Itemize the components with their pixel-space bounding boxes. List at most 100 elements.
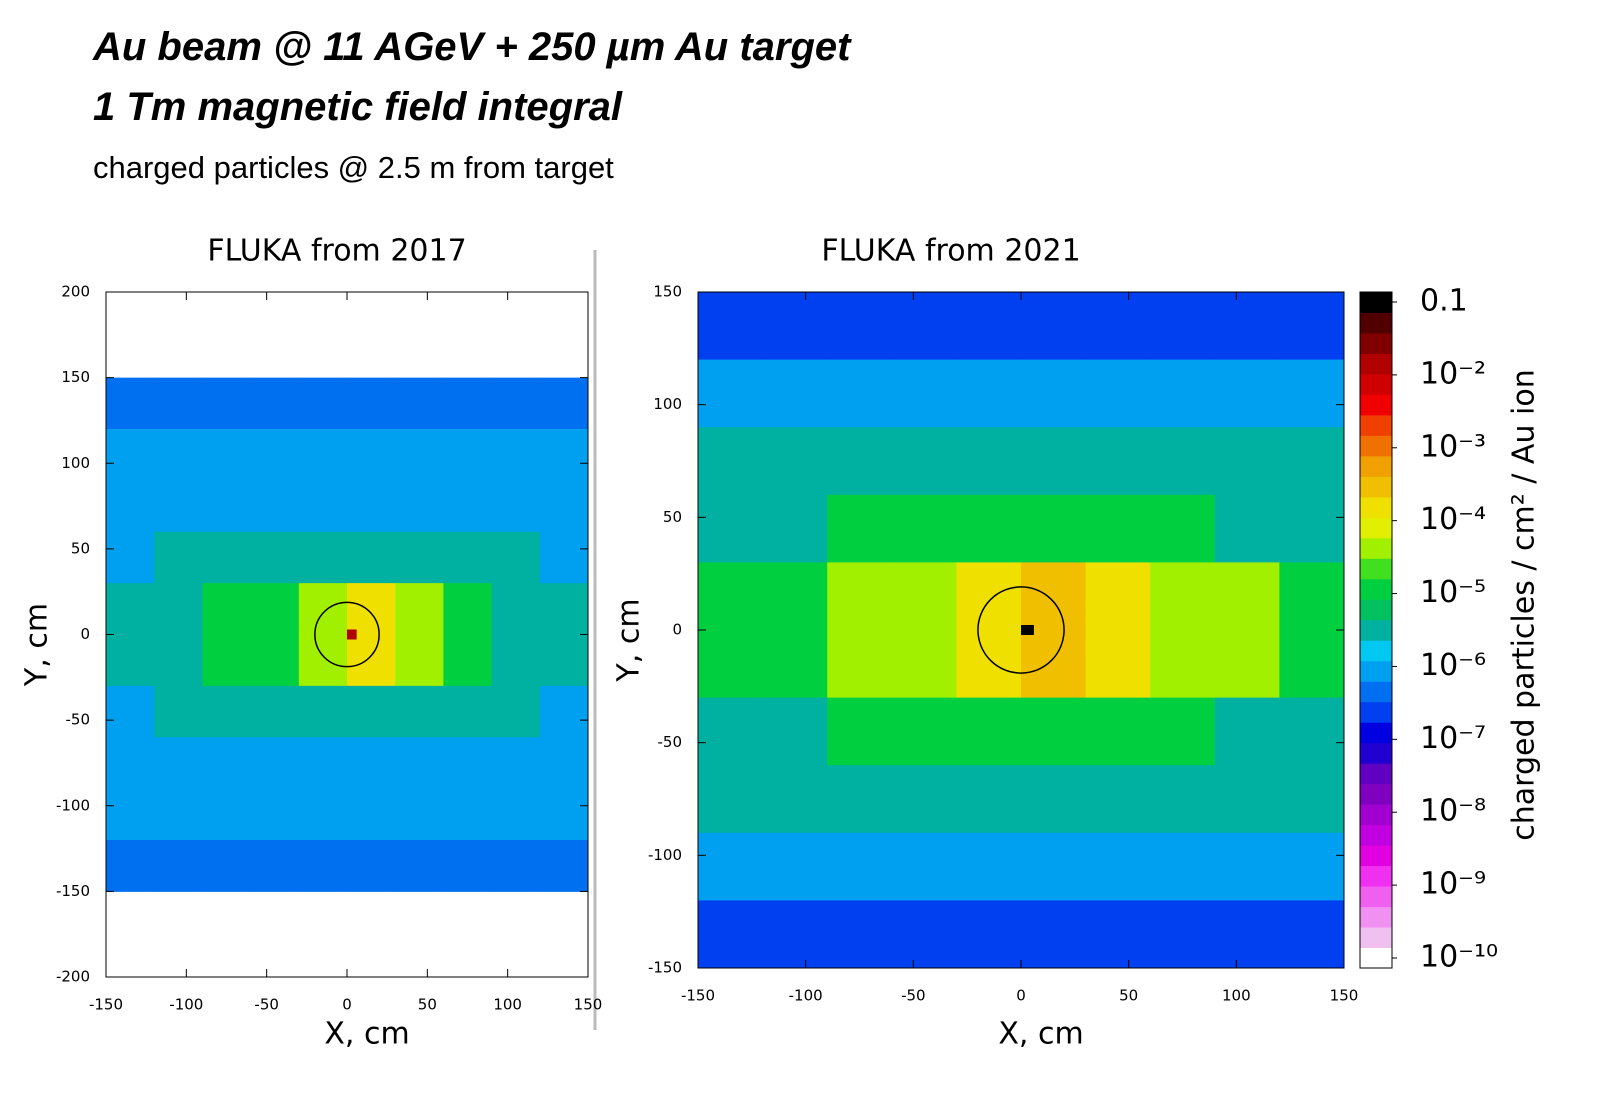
- y-tick-label: -150: [56, 882, 90, 900]
- heat-cell: [762, 562, 828, 631]
- heat-cell: [395, 531, 444, 584]
- heat-cell: [202, 634, 252, 687]
- heat-cell: [827, 292, 893, 361]
- colorbar-step: [1360, 783, 1392, 805]
- heat-cell: [1085, 630, 1151, 699]
- colorbar-step: [1360, 373, 1392, 395]
- heat-cell: [539, 480, 589, 533]
- heat-cell: [298, 377, 348, 430]
- heat-cell: [250, 429, 300, 481]
- heat-cell: [443, 377, 493, 430]
- heat-cell: [827, 630, 893, 699]
- heat-cell: [154, 634, 203, 687]
- heat-cell: [347, 583, 396, 635]
- heat-cell: [298, 840, 348, 892]
- heat-cell: [1085, 900, 1151, 969]
- heat-cell: [154, 737, 203, 790]
- heat-cell: [891, 427, 957, 496]
- colorbar-step: [1360, 312, 1392, 334]
- heat-cell: [827, 562, 893, 631]
- heat-cell: [250, 480, 300, 533]
- x-tick-label: 50: [418, 996, 437, 1014]
- y-tick-label: -150: [648, 959, 682, 977]
- heat-cell: [1150, 832, 1216, 901]
- heat-cell: [827, 427, 893, 496]
- heat-cell: [298, 634, 348, 687]
- colorbar-step: [1360, 332, 1392, 354]
- heat-cell: [698, 292, 764, 361]
- heat-cell: [1150, 697, 1216, 766]
- heat-cell: [1279, 832, 1345, 901]
- heat-cell: [1150, 359, 1216, 428]
- heat-cell: [154, 685, 203, 738]
- heat-cell: [956, 292, 1022, 361]
- heat-cell: [698, 900, 764, 969]
- colorbar-step: [1360, 619, 1392, 641]
- heat-cell: [1021, 562, 1087, 631]
- colorbar-step: [1360, 640, 1392, 662]
- heat-cell: [347, 377, 396, 430]
- heat-cell: [956, 765, 1022, 834]
- heat-cell: [106, 737, 155, 790]
- heat-cell: [891, 562, 957, 631]
- heat-cell: [202, 377, 252, 430]
- colorbar-step: [1360, 414, 1392, 436]
- heat-cell: [891, 359, 957, 428]
- heat-cell: [1279, 292, 1345, 361]
- heat-cell: [1021, 697, 1087, 766]
- heat-cell: [395, 634, 444, 687]
- heat-cell: [762, 427, 828, 496]
- colorbar-tick-label: 10⁻²: [1420, 356, 1486, 391]
- colorbar-tick-label: 10⁻¹⁰: [1420, 940, 1498, 975]
- colorbar-tick-label: 10⁻⁶: [1420, 648, 1486, 683]
- colorbar-label: charged particles / cm² / Au ion: [1507, 369, 1542, 840]
- heat-cell: [202, 737, 252, 790]
- heat-cell: [395, 429, 444, 481]
- y-tick-label: -100: [56, 796, 90, 814]
- heat-cell: [1279, 900, 1345, 969]
- heat-cell: [1279, 427, 1345, 496]
- heat-cell: [491, 531, 541, 584]
- heat-cell: [202, 840, 252, 892]
- heat-cell: [891, 697, 957, 766]
- y-tick-label: 0: [672, 621, 682, 639]
- y-tick-label: -100: [648, 846, 682, 864]
- heat-cell: [1021, 765, 1087, 834]
- heat-cell: [539, 377, 589, 430]
- heat-cell: [491, 634, 541, 687]
- title-line: Au beam @ 11 AGeV + 250 µm Au target: [92, 25, 852, 69]
- heat-cell: [298, 480, 348, 533]
- heat-cell: [202, 788, 252, 841]
- heat-cell: [827, 494, 893, 563]
- heat-cell: [1279, 765, 1345, 834]
- y-axis-label: Y, cm: [612, 598, 647, 682]
- colorbar-step: [1360, 353, 1392, 375]
- heat-cell: [1085, 832, 1151, 901]
- colorbar-step: [1360, 865, 1392, 887]
- colorbar-step: [1360, 906, 1392, 928]
- heat-cell: [956, 900, 1022, 969]
- colorbar-step: [1360, 558, 1392, 580]
- x-tick-label: -100: [169, 996, 203, 1014]
- heat-cell: [698, 697, 764, 766]
- heat-cell: [1279, 359, 1345, 428]
- heat-cell: [154, 377, 203, 430]
- heat-cell: [395, 840, 444, 892]
- heat-cell: [154, 429, 203, 481]
- heat-cell: [347, 531, 396, 584]
- y-tick-label: 50: [71, 539, 90, 557]
- heat-cell: [106, 429, 155, 481]
- heat-cell: [250, 583, 300, 635]
- heat-cell: [1214, 359, 1280, 428]
- heat-cell: [1279, 494, 1345, 563]
- heat-cell: [698, 562, 764, 631]
- x-tick-label: 50: [1119, 987, 1138, 1005]
- heat-cell: [956, 832, 1022, 901]
- heat-cell: [698, 359, 764, 428]
- heat-cell: [347, 737, 396, 790]
- x-tick-label: 150: [574, 996, 603, 1014]
- heat-cell: [298, 531, 348, 584]
- heat-cell: [827, 900, 893, 969]
- heat-cell: [395, 737, 444, 790]
- heat-cell: [539, 583, 589, 635]
